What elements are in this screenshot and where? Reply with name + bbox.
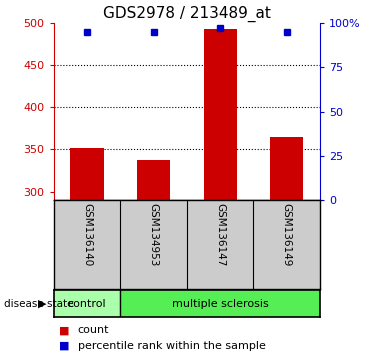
Text: multiple sclerosis: multiple sclerosis bbox=[172, 298, 269, 309]
Text: count: count bbox=[78, 325, 109, 335]
Text: disease state: disease state bbox=[4, 298, 73, 309]
Bar bbox=[54, 290, 120, 317]
Bar bbox=[120, 290, 320, 317]
Bar bbox=[270, 137, 303, 200]
Bar bbox=[204, 29, 237, 200]
Title: GDS2978 / 213489_at: GDS2978 / 213489_at bbox=[103, 5, 271, 22]
Text: percentile rank within the sample: percentile rank within the sample bbox=[78, 341, 266, 351]
Text: ▶: ▶ bbox=[38, 298, 46, 309]
Text: GSM134953: GSM134953 bbox=[148, 202, 159, 266]
Text: GSM136140: GSM136140 bbox=[82, 202, 92, 266]
Text: control: control bbox=[68, 298, 106, 309]
Text: ■: ■ bbox=[59, 325, 70, 335]
Text: GSM136147: GSM136147 bbox=[215, 202, 225, 266]
Text: ■: ■ bbox=[59, 341, 70, 351]
Bar bbox=[70, 148, 104, 200]
Text: GSM136149: GSM136149 bbox=[282, 202, 292, 266]
Bar bbox=[137, 160, 170, 200]
